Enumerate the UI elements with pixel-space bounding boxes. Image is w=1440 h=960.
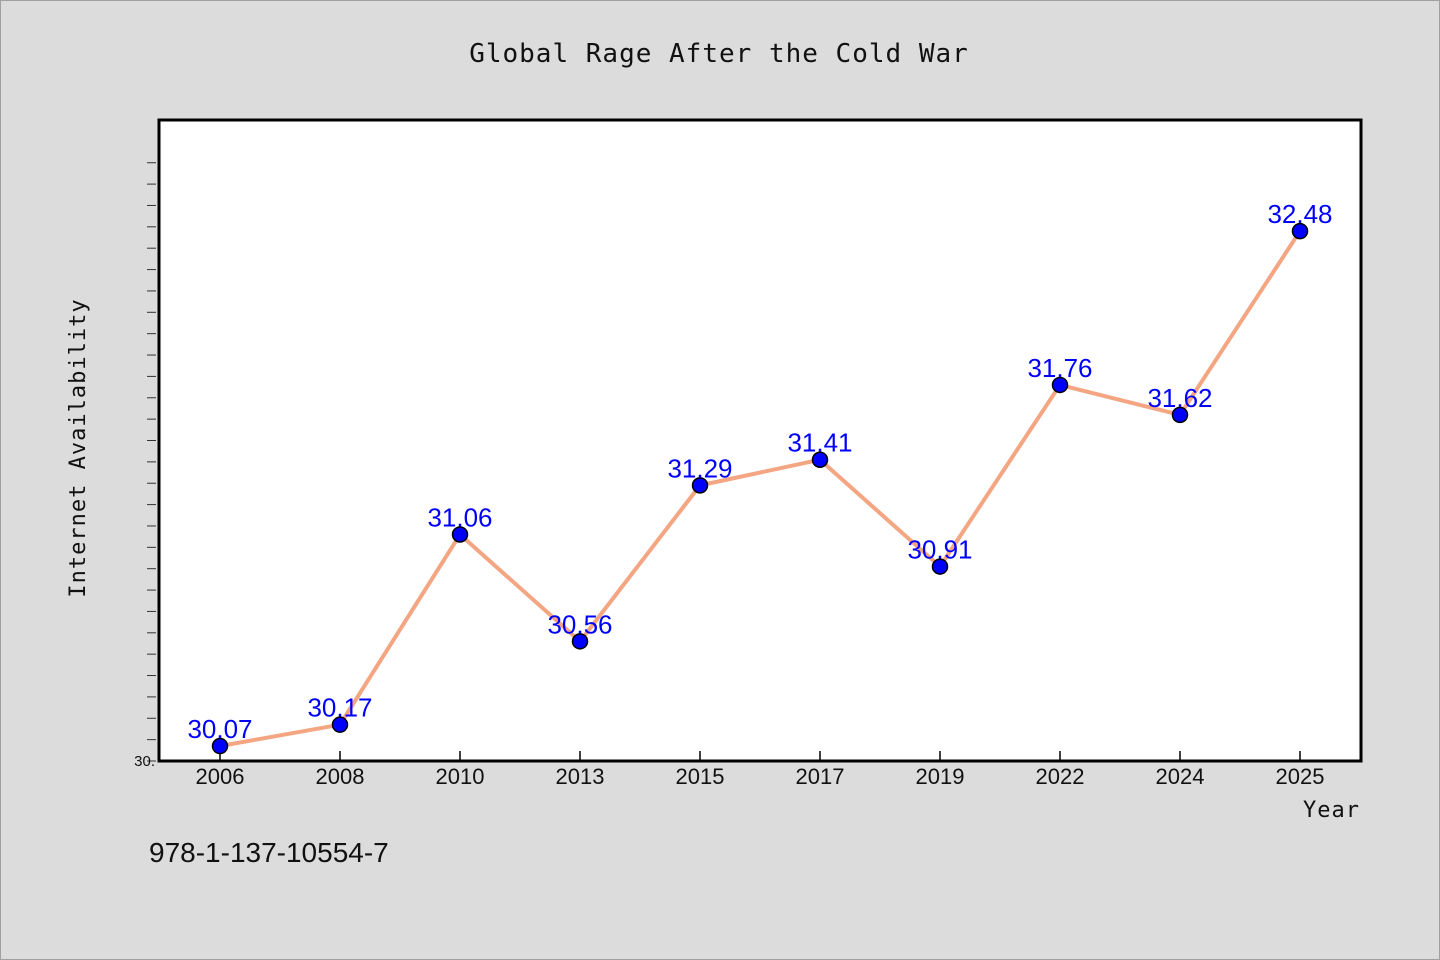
data-point	[211, 737, 229, 755]
data-point	[451, 526, 469, 543]
y-axis-label: Internet Availability	[66, 298, 91, 597]
data-label: 31.62	[1147, 383, 1212, 413]
data-point	[931, 558, 949, 575]
y-axis-min-label: 30.	[134, 753, 155, 770]
x-tick-label: 2006	[196, 764, 245, 789]
x-tick-label: 2025	[1276, 764, 1325, 789]
data-markers	[211, 222, 1309, 755]
data-point	[331, 716, 349, 733]
data-point	[1291, 222, 1309, 240]
data-point	[1051, 376, 1069, 394]
x-axis-label: Year	[1303, 798, 1360, 823]
plot-area	[157, 118, 1363, 763]
data-label: 31.76	[1027, 353, 1092, 383]
chart-title: Global Rage After the Cold War	[469, 39, 969, 69]
x-axis-tick-labels: 2006 2008 2010 2013 2015 2017 2019 2022 2024 2025	[196, 764, 1325, 789]
x-tick-label: 2008	[316, 764, 365, 789]
data-label: 30.56	[547, 609, 612, 639]
data-label: 31.29	[667, 453, 732, 483]
data-point	[571, 633, 589, 650]
data-label: 30.91	[907, 535, 972, 565]
data-point	[1171, 406, 1189, 424]
x-tick-label: 2022	[1036, 764, 1085, 789]
data-label: 30.17	[307, 693, 372, 723]
x-tick-label: 2024	[1156, 764, 1205, 789]
data-point	[691, 477, 709, 494]
x-axis-ticks	[219, 751, 1301, 761]
data-label: 31.41	[787, 428, 852, 458]
x-tick-label: 2015	[676, 764, 725, 789]
x-tick-label: 2019	[916, 764, 965, 789]
x-tick-label: 2017	[796, 764, 845, 789]
data-point	[811, 451, 829, 468]
data-label: 32.48	[1267, 199, 1332, 229]
data-label: 31.06	[427, 503, 492, 533]
series-line	[219, 230, 1302, 749]
x-tick-label: 2010	[436, 764, 485, 789]
data-label: 30.07	[187, 714, 252, 744]
data-labels: 30.07 30.17 31.06 30.56 31.29 31.41 30.91 31.76…	[187, 199, 1332, 744]
x-tick-label: 2013	[556, 764, 605, 789]
y-axis-ticks	[147, 162, 156, 762]
isbn-text: 978-1-137-10554-7	[149, 837, 389, 868]
